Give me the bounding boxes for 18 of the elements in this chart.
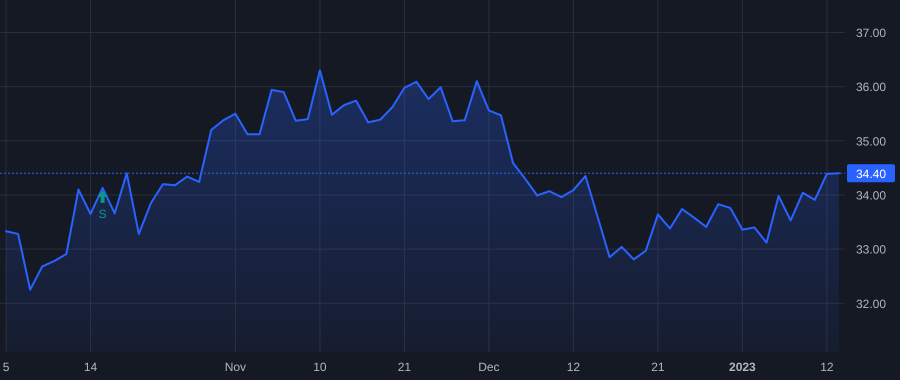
y-tick-label: 36.00 xyxy=(856,80,886,94)
annotation: S xyxy=(98,206,107,221)
x-tick-label: Dec xyxy=(478,360,500,374)
x-tick-label: 12 xyxy=(566,360,580,374)
y-tick-label: 33.00 xyxy=(856,242,886,257)
y-tick-label: 35.00 xyxy=(856,134,886,148)
x-tick-label: 2023 xyxy=(729,360,756,374)
x-tick-label: 14 xyxy=(84,360,98,374)
y-tick-label: 37.00 xyxy=(856,26,886,40)
x-tick-label: 10 xyxy=(313,360,327,374)
y-tick-label: 34.00 xyxy=(856,188,886,202)
x-tick-label: 21 xyxy=(651,360,665,374)
ref-line-label: 34.40 xyxy=(856,166,886,181)
x-tick-label: 5 xyxy=(2,360,10,374)
y-tick-label: 32.00 xyxy=(856,296,886,311)
x-tick-label: 21 xyxy=(398,360,412,374)
x-tick-label: 12 xyxy=(820,360,834,374)
x-tick-label: Nov xyxy=(224,360,246,374)
